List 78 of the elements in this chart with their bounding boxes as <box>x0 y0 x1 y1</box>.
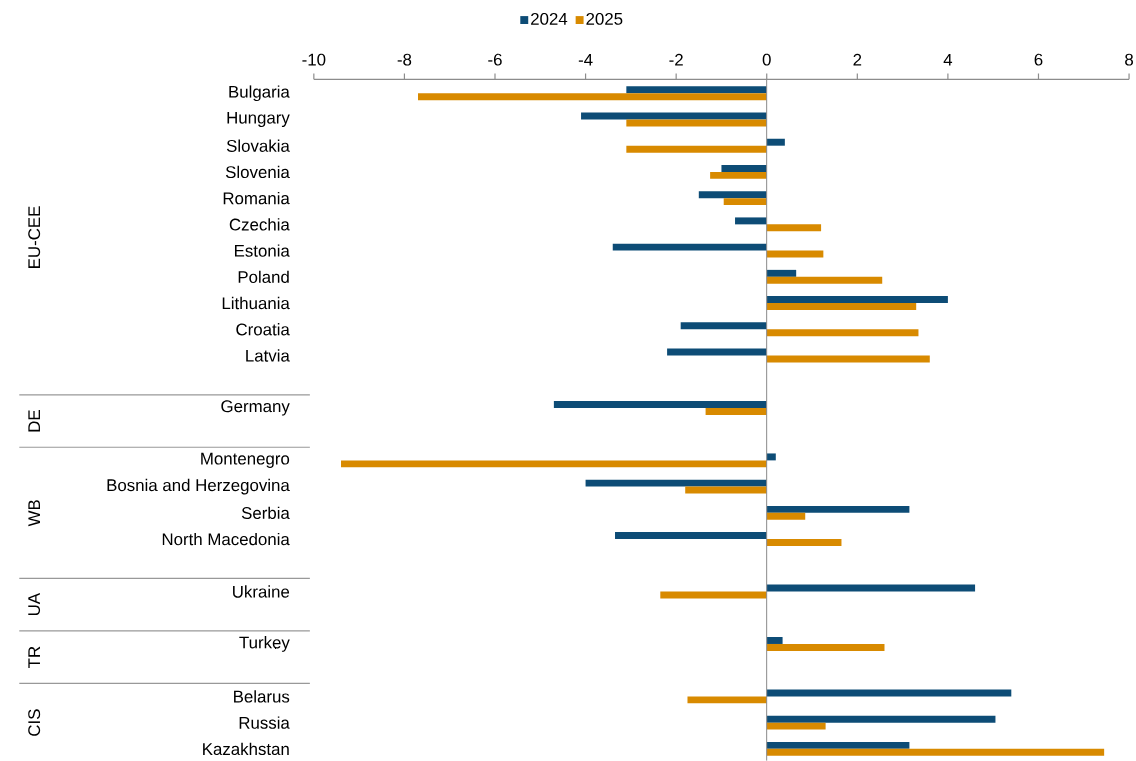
bar <box>766 644 885 652</box>
y-tick-label: Slovakia <box>226 139 290 153</box>
bar <box>766 513 806 520</box>
bar <box>705 408 767 416</box>
x-tick-label: 8 <box>1125 53 1134 66</box>
bar <box>626 86 767 94</box>
y-tick-label: Bosnia and Herzegovina <box>107 478 290 495</box>
bar <box>766 296 948 304</box>
bar <box>766 224 822 232</box>
bar <box>698 191 767 199</box>
bar <box>585 479 767 487</box>
bar <box>766 742 910 750</box>
bar <box>680 322 767 330</box>
bar <box>626 119 767 127</box>
bar <box>766 329 919 337</box>
text: EU-CEE <box>28 206 41 269</box>
x-tick-label: -4 <box>578 54 593 66</box>
bar <box>766 637 783 645</box>
bar <box>553 401 767 409</box>
bar <box>723 198 767 206</box>
bar <box>766 138 785 146</box>
x-tick-label: -6 <box>488 53 502 66</box>
legend-label: 2025 <box>586 13 623 26</box>
y-tick-label: Russia <box>239 716 290 730</box>
bar <box>626 145 767 153</box>
bar <box>721 165 767 173</box>
bar <box>766 453 776 461</box>
x-tick-label: -8 <box>397 53 412 66</box>
y-tick-label: Latvia <box>246 349 290 362</box>
bar <box>766 689 1012 697</box>
bar <box>766 722 826 730</box>
text: TR <box>28 646 40 669</box>
y-tick-label: Belarus <box>234 690 290 703</box>
bar <box>735 217 767 225</box>
bar <box>766 250 824 258</box>
y-tick-label: Czechia <box>229 218 290 231</box>
x-tick-label: -10 <box>302 53 326 66</box>
bar <box>766 355 930 363</box>
bar <box>687 696 767 704</box>
x-tick-label: 2 <box>853 53 862 66</box>
y-tick-label: Kazakhstan <box>203 742 289 756</box>
bar <box>685 486 767 494</box>
x-tick-label: -2 <box>669 53 683 66</box>
y-tick-label: Serbia <box>241 506 290 520</box>
bar <box>612 243 767 251</box>
y-tick-label: Germany <box>221 400 290 416</box>
y-tick-label: Lithuania <box>222 297 290 310</box>
bar <box>766 749 1105 756</box>
y-tick-label: Estonia <box>234 244 290 257</box>
bar <box>766 276 883 284</box>
bar <box>418 93 767 101</box>
text: CIS <box>28 709 41 737</box>
y-tick-label: Poland <box>238 270 289 284</box>
x-tick-label: 0 <box>762 53 771 66</box>
text: DE <box>28 410 40 432</box>
text: WB <box>28 500 40 527</box>
y-tick-label: Turkey <box>239 636 290 652</box>
bar <box>341 460 767 468</box>
y-tick-label: Hungary <box>227 112 290 128</box>
y-tick-label: Montenegro <box>201 453 290 469</box>
y-tick-label: North Macedonia <box>162 533 290 546</box>
y-tick-label: Ukraine <box>233 585 290 598</box>
y-tick-label: Slovenia <box>225 165 290 179</box>
bar <box>766 270 797 277</box>
bar <box>710 172 767 180</box>
legend-label: 2024 <box>531 13 568 26</box>
bar <box>766 715 996 723</box>
bar <box>766 506 910 514</box>
bar <box>766 584 976 592</box>
x-tick-label: 4 <box>943 54 953 66</box>
y-tick-label: Bulgaria <box>229 85 290 102</box>
x-tick-label: 6 <box>1034 53 1043 66</box>
y-tick-label: Croatia <box>236 323 290 336</box>
bar <box>615 532 767 540</box>
text: UA <box>28 593 41 616</box>
bar <box>766 539 842 547</box>
y-tick-label: Romania <box>223 192 290 205</box>
bar <box>766 303 917 311</box>
